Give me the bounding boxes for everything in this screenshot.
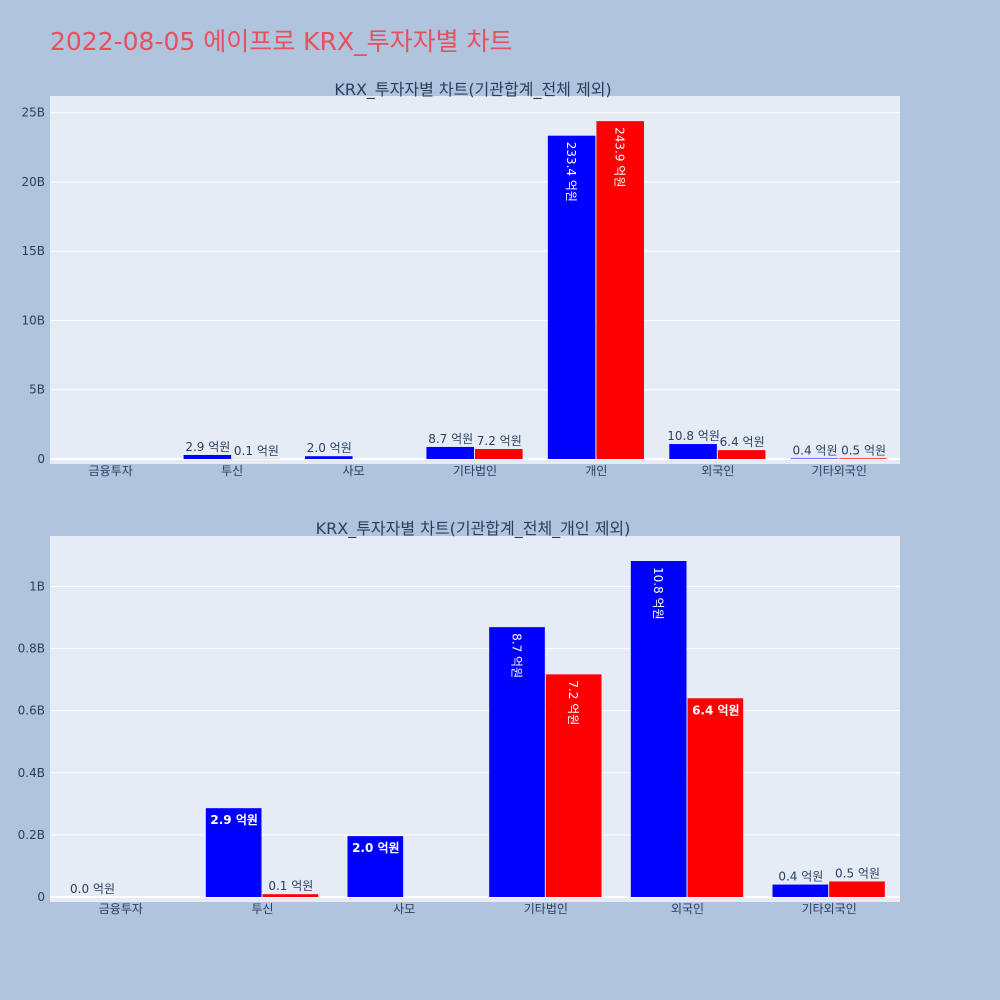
- y-tick-label: 0.4B: [18, 766, 45, 780]
- data-label: 7.2 억원: [566, 680, 580, 725]
- x-tick-label: 투신: [251, 902, 273, 916]
- bar: [790, 458, 839, 459]
- data-label: 2.9 억원: [210, 813, 258, 827]
- x-tick-label: 기타법인: [453, 464, 497, 478]
- data-label: 0.1 억원: [234, 444, 279, 458]
- chart-title: KRX_투자자별 차트(기관합계_전체_개인 제외): [316, 519, 631, 539]
- page-title: 2022-08-05 에이프로 KRX_투자자별 차트: [50, 27, 513, 56]
- x-tick-label: 투신: [221, 464, 243, 478]
- data-label: 0.4 억원: [778, 870, 823, 884]
- data-label: 0.1 억원: [268, 879, 313, 893]
- y-tick-label: 20B: [21, 175, 45, 189]
- data-label: 8.7 억원: [510, 633, 524, 678]
- plot-area: [50, 96, 900, 464]
- data-label: 6.4 억원: [720, 435, 765, 449]
- x-tick-label: 외국인: [701, 464, 734, 478]
- data-label: 0.4 억원: [793, 443, 838, 457]
- bar: [305, 456, 353, 459]
- x-tick-label: 개인: [585, 464, 607, 478]
- data-label: 2.0 억원: [352, 841, 400, 855]
- y-tick-label: 1B: [29, 579, 45, 593]
- plot-area: [50, 536, 900, 902]
- data-label: 0.0 억원: [70, 882, 115, 896]
- bar: [205, 808, 262, 897]
- bar: [489, 627, 545, 897]
- bar: [262, 894, 319, 897]
- y-tick-label: 5B: [29, 383, 45, 397]
- data-label: 8.7 억원: [428, 432, 473, 446]
- bar: [717, 450, 766, 459]
- data-label: 10.8 억원: [667, 429, 720, 443]
- bar: [547, 135, 596, 459]
- x-tick-label: 금융투자: [89, 464, 133, 478]
- y-tick-label: 0.6B: [18, 704, 45, 718]
- y-tick-label: 0: [37, 452, 45, 466]
- bar: [630, 561, 687, 897]
- bar: [829, 881, 885, 897]
- y-tick-label: 0.2B: [18, 828, 45, 842]
- data-label: 233.4 억원: [564, 142, 578, 202]
- bar: [545, 674, 602, 897]
- data-label: 243.9 억원: [613, 127, 627, 187]
- y-tick-label: 0.8B: [18, 642, 45, 656]
- bar: [669, 444, 717, 459]
- data-label: 2.9 억원: [185, 440, 230, 454]
- x-tick-label: 외국인: [671, 902, 704, 916]
- bar: [596, 121, 644, 459]
- bar: [839, 458, 887, 459]
- y-tick-label: 10B: [21, 313, 45, 327]
- data-label: 0.5 억원: [835, 866, 880, 880]
- bar: [475, 449, 523, 459]
- x-tick-label: 사모: [343, 464, 365, 478]
- data-label: 10.8 억원: [651, 567, 665, 620]
- data-label: 7.2 억원: [477, 434, 522, 448]
- bar: [347, 836, 404, 897]
- bar: [183, 454, 232, 459]
- data-label: 0.5 억원: [841, 443, 886, 457]
- chart-title: KRX_투자자별 차트(기관합계_전체 제외): [334, 80, 611, 100]
- y-tick-label: 0: [37, 890, 45, 904]
- x-tick-label: 금융투자: [99, 902, 143, 916]
- y-tick-label: 25B: [21, 106, 45, 120]
- bar: [426, 446, 474, 459]
- y-tick-label: 15B: [21, 244, 45, 258]
- x-tick-label: 기타외국인: [812, 464, 867, 478]
- data-label: 6.4 억원: [692, 703, 740, 717]
- bar: [772, 884, 829, 897]
- bar: [687, 698, 744, 897]
- data-label: 2.0 억원: [307, 441, 352, 455]
- x-tick-label: 기타법인: [524, 902, 568, 916]
- x-tick-label: 사모: [393, 902, 415, 916]
- x-tick-label: 기타외국인: [802, 902, 857, 916]
